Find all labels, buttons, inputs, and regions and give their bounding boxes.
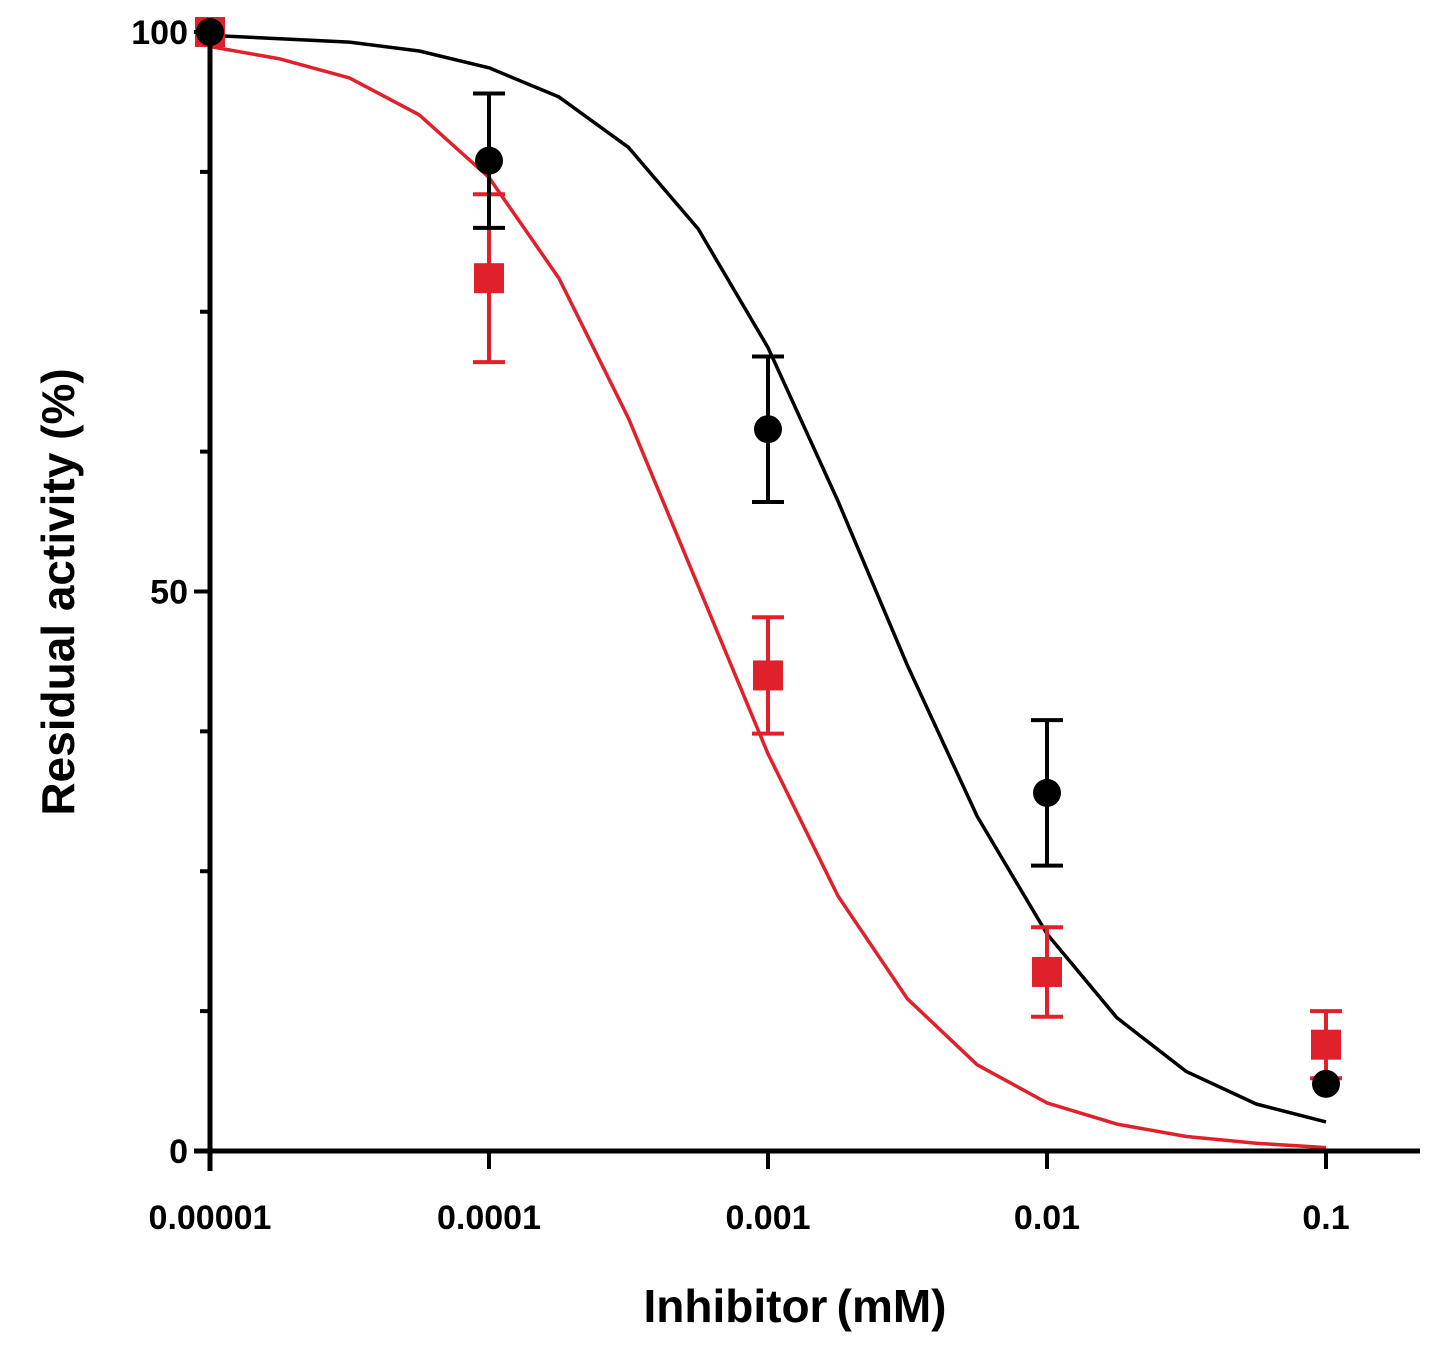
data-points (195, 17, 1342, 1098)
x-tick-label: 0.0001 (437, 1199, 541, 1237)
axes (194, 26, 1420, 1171)
tick-labels: 0 50 100 0.00001 0.0001 0.001 0.01 0.1 (131, 14, 1349, 1237)
data-point-circle (1033, 778, 1061, 807)
data-point-square (753, 660, 783, 691)
fit-curves (209, 33, 1327, 1150)
fit-curve-series-2 (209, 44, 1327, 1150)
x-axis-title: Inhibitor (mM) (643, 1280, 946, 1332)
y-tick-label: 50 (150, 574, 188, 612)
y-axis-title: Residual activity (%) (32, 368, 84, 815)
data-point-square (474, 263, 504, 294)
data-point-circle (1312, 1069, 1340, 1098)
fit-curve-series-1 (209, 33, 1327, 1124)
data-point-circle (475, 146, 503, 175)
x-tick-label: 0.00001 (149, 1199, 272, 1237)
data-point-square (1311, 1029, 1341, 1060)
x-tick-label: 0.1 (1302, 1199, 1349, 1237)
x-tick-label: 0.001 (725, 1199, 810, 1237)
data-point-circle (754, 415, 782, 444)
x-tick-label: 0.01 (1014, 1199, 1080, 1237)
y-tick-label: 100 (131, 14, 188, 52)
data-point-square (1032, 956, 1062, 987)
y-tick-label: 0 (169, 1133, 188, 1171)
